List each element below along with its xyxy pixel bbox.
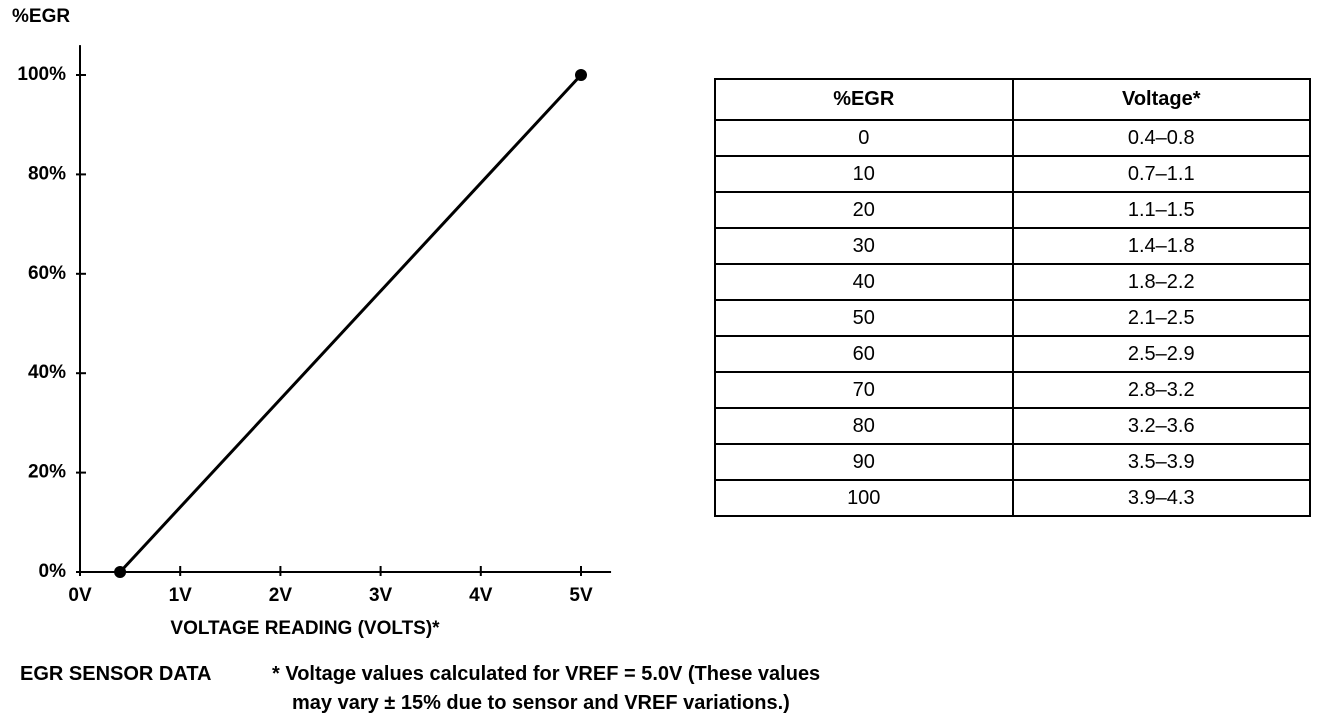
point — [114, 566, 127, 578]
table-row: 0 0.4–0.8 — [714, 119, 1311, 157]
table-row: 40 1.8–2.2 — [714, 263, 1311, 301]
table-cell: 100 — [714, 479, 1014, 517]
table-cell: 80 — [714, 407, 1014, 445]
table-body: 0 0.4–0.8 10 0.7–1.1 20 1.1–1.5 30 1.4–1.8 40 1.8… — [714, 119, 1311, 517]
table-cell: 2.8–3.2 — [1011, 371, 1311, 409]
x-tick-label: 2V — [269, 585, 293, 606]
table-cell: 2.5–2.9 — [1011, 335, 1311, 373]
y-tick-label: 0% — [39, 561, 67, 582]
y-axis-title: %EGR — [12, 6, 70, 27]
y-tick-label: 40% — [28, 362, 66, 383]
table-row: 20 1.1–1.5 — [714, 191, 1311, 229]
y-tick-label: 100% — [17, 64, 66, 85]
table-cell: 3.2–3.6 — [1011, 407, 1311, 445]
table-cell: 30 — [714, 227, 1014, 265]
y-tick-label: 20% — [28, 462, 66, 483]
y-tick-label: 60% — [28, 263, 66, 284]
table-row: 80 3.2–3.6 — [714, 407, 1311, 445]
table-cell: 1.8–2.2 — [1011, 263, 1311, 301]
table-row: 70 2.8–3.2 — [714, 371, 1311, 409]
footnote-line: * Voltage values calculated for VREF = 5… — [272, 663, 821, 685]
x-tick-label: 1V — [169, 585, 193, 606]
table-cell: 40 — [714, 263, 1014, 301]
table-row: 50 2.1–2.5 — [714, 299, 1311, 337]
x-tick-label: 4V — [469, 585, 493, 606]
table-cell: 0.4–0.8 — [1011, 119, 1311, 157]
header-cell: Voltage* — [1011, 78, 1311, 121]
chart: %EGR VOLTAGE READING (VOLTS)* 0% 20% 40% 60… — [12, 6, 612, 639]
table-cell: 50 — [714, 299, 1014, 337]
y-tick-label: 80% — [28, 163, 66, 184]
table-row: 100 3.9–4.3 — [714, 479, 1311, 517]
table-cell: 2.1–2.5 — [1011, 299, 1311, 337]
table-cell: 3.9–4.3 — [1011, 479, 1311, 517]
table-row: 30 1.4–1.8 — [714, 227, 1311, 265]
caption-title: EGR SENSOR DATA — [20, 663, 212, 685]
table-row: 10 0.7–1.1 — [714, 155, 1311, 193]
line — [118, 73, 583, 574]
table-cell: 3.5–3.9 — [1011, 443, 1311, 481]
data-table: %EGR Voltage* 0 0.4–0.8 10 0.7–1.1 20 1.1–1.5 3… — [714, 78, 1311, 517]
table-cell: 60 — [714, 335, 1014, 373]
footnote-line: may vary ± 15% due to sensor and VREF va… — [292, 692, 790, 714]
table-cell: 90 — [714, 443, 1014, 481]
table-row: 60 2.5–2.9 — [714, 335, 1311, 373]
table-cell: 20 — [714, 191, 1014, 229]
x-tick-label: 3V — [369, 585, 393, 606]
x-tick-label: 0V — [68, 585, 92, 606]
header-cell: %EGR — [714, 78, 1014, 121]
point — [575, 69, 587, 81]
table-cell: 70 — [714, 371, 1014, 409]
header-row: %EGR Voltage* — [714, 78, 1311, 121]
footnote: * Voltage values calculated for VREF = 5… — [272, 660, 820, 718]
table-cell: 0.7–1.1 — [1011, 155, 1311, 193]
table-row: 90 3.5–3.9 — [714, 443, 1311, 481]
table-cell: 1.4–1.8 — [1011, 227, 1311, 265]
x-tick-label: 5V — [569, 585, 593, 606]
table-cell: 0 — [714, 119, 1014, 157]
table-cell: 1.1–1.5 — [1011, 191, 1311, 229]
x-axis-title: VOLTAGE READING (VOLTS)* — [170, 618, 440, 639]
table-cell: 10 — [714, 155, 1014, 193]
